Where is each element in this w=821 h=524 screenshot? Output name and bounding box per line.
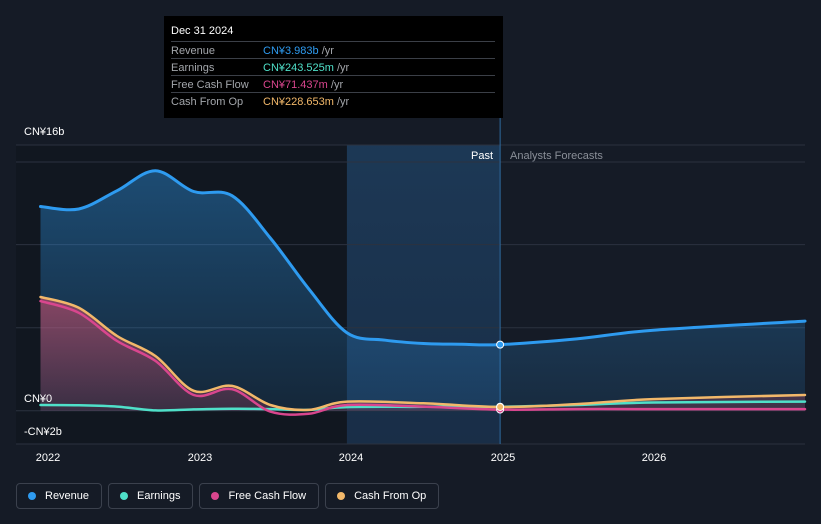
- legend-dot-icon: [211, 492, 220, 500]
- tooltip-value: CN¥243.525m /yr: [263, 62, 350, 74]
- tooltip-row-cash-from-op: Cash From Op CN¥228.653m /yr: [171, 92, 495, 110]
- x-tick-label-2026: 2026: [641, 452, 667, 464]
- revenue-marker: [496, 340, 505, 349]
- cash-from-op-line: [39, 295, 807, 412]
- past-label: Past: [471, 150, 494, 162]
- legend-label: Cash From Op: [354, 490, 427, 502]
- tooltip-name: Cash From Op: [171, 96, 244, 108]
- tooltip-row-revenue: Revenue CN¥3.983b /yr: [171, 41, 495, 59]
- y-tick-label-top: CN¥16b: [24, 126, 65, 138]
- tooltip-name: Free Cash Flow: [171, 79, 249, 91]
- tooltip-row-earnings: Earnings CN¥243.525m /yr: [171, 58, 495, 76]
- legend-label: Earnings: [137, 490, 181, 502]
- x-tick-label-2023: 2023: [187, 452, 213, 464]
- free-cash-flow-line: [39, 299, 807, 416]
- chart-tooltip: Dec 31 2024 Revenue CN¥3.983b /yr Earnin…: [164, 16, 503, 118]
- y-tick-label-bottom: -CN¥2b: [24, 426, 62, 438]
- legend-dot-icon: [28, 492, 36, 500]
- revenue-line: [39, 169, 807, 347]
- legend-dot-icon: [120, 492, 129, 500]
- legend-item-earnings[interactable]: Earnings: [108, 483, 194, 509]
- tooltip-name: Earnings: [171, 62, 215, 74]
- x-tick-label-2024: 2024: [338, 452, 364, 464]
- legend-item-revenue[interactable]: Revenue: [16, 483, 103, 509]
- x-tick-label-2025: 2025: [490, 452, 516, 464]
- tooltip-value: CN¥3.983b /yr: [263, 45, 334, 57]
- cash-from-op-marker: [496, 402, 505, 411]
- tooltip-date: Dec 31 2024: [171, 25, 234, 37]
- y-tick-label-zero: CN¥0: [24, 393, 53, 405]
- x-tick-label-2022: 2022: [35, 452, 61, 464]
- legend-label: Free Cash Flow: [228, 490, 307, 502]
- tooltip-value: CN¥71.437m /yr: [263, 79, 344, 91]
- chart-legend: Revenue Earnings Free Cash Flow Cash Fro…: [16, 483, 440, 511]
- tooltip-row-free-cash-flow: Free Cash Flow CN¥71.437m /yr: [171, 75, 495, 93]
- legend-item-cash-from-op[interactable]: Cash From Op: [325, 483, 440, 509]
- tooltip-value: CN¥228.653m /yr: [263, 96, 350, 108]
- legend-dot-icon: [337, 492, 346, 500]
- tooltip-name: Revenue: [171, 45, 216, 57]
- cash-from-op-area: [40, 297, 805, 411]
- legend-item-free-cash-flow[interactable]: Free Cash Flow: [199, 483, 320, 509]
- forecast-label: Analysts Forecasts: [510, 150, 603, 162]
- revenue-area: [40, 170, 805, 411]
- legend-label: Revenue: [45, 490, 90, 502]
